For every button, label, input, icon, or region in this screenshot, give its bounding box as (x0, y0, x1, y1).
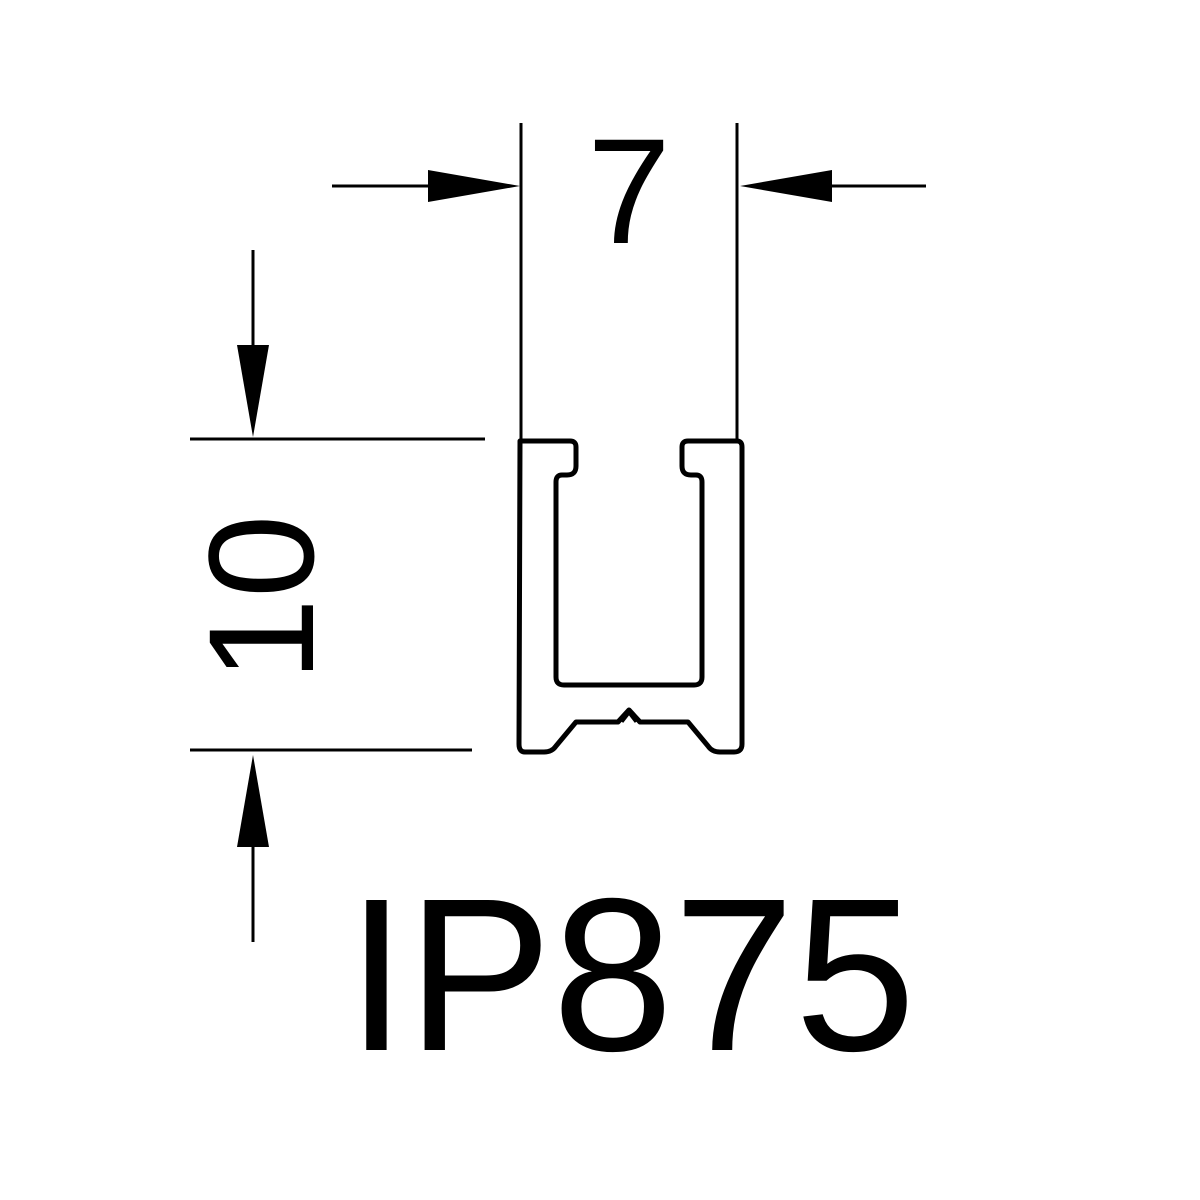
height-dimension: 10 (177, 250, 485, 942)
height-dimension-label: 10 (177, 515, 345, 682)
u-channel-profile (516, 438, 745, 755)
width-dimension: 7 (332, 107, 926, 440)
height-arrow-bottom-head (237, 755, 269, 847)
width-dimension-label: 7 (587, 107, 670, 275)
width-arrow-right-head (740, 170, 832, 202)
part-number-label: IP875 (346, 854, 916, 1097)
height-arrow-top-head (237, 345, 269, 437)
width-arrow-left-head (428, 170, 520, 202)
channel-center-notch (620, 710, 638, 723)
